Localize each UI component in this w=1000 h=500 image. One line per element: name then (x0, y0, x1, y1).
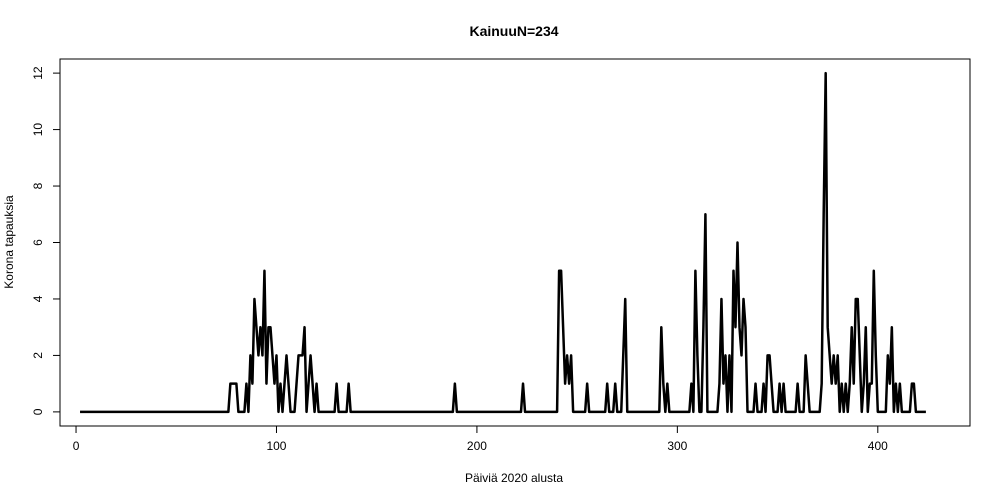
y-axis: 0 2 4 6 8 10 12 (31, 66, 61, 415)
x-tick-label: 0 (73, 439, 80, 453)
x-tick-label: 300 (667, 439, 687, 453)
y-tick-label: 10 (31, 123, 45, 137)
x-tick-label: 400 (868, 439, 888, 453)
y-tick-label: 0 (31, 408, 45, 415)
y-tick-label: 2 (31, 352, 45, 359)
x-axis: 0 100 200 300 400 (73, 425, 888, 453)
y-tick-label: 4 (31, 295, 45, 302)
y-tick-label: 12 (31, 66, 45, 80)
x-tick-label: 200 (467, 439, 487, 453)
chart-title: KainuuN=234 (469, 23, 558, 39)
series-layer (80, 71, 926, 414)
y-tick-label: 8 (31, 182, 45, 189)
y-axis-label: Korona tapauksia (2, 195, 16, 289)
series-line (80, 71, 926, 414)
x-tick-label: 100 (266, 439, 286, 453)
y-tick-label: 6 (31, 239, 45, 246)
x-axis-label: Päiviä 2020 alusta (465, 471, 563, 485)
